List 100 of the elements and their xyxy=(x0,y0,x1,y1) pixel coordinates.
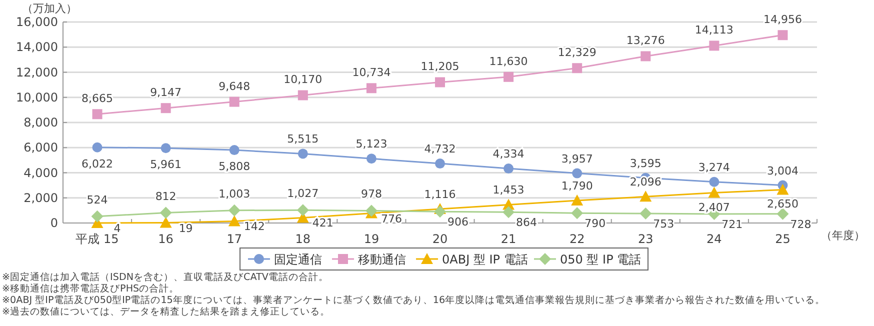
y-axis-title: （万加入） xyxy=(22,2,77,15)
point xyxy=(572,168,582,178)
point xyxy=(776,184,789,195)
data-label: 421 xyxy=(312,216,334,230)
text: ※0ABJ 型IP電話及び050型IP電話の15年度については、事業者アンケートに基づく数値であり、16年度以降は電気通信事業報告規則に基づき事業者から報告された数値を用いている。 xyxy=(2,294,826,306)
data-label: 2,650 xyxy=(766,198,798,211)
point xyxy=(572,63,582,74)
point xyxy=(435,77,445,88)
point xyxy=(571,194,584,206)
data-label: 524 xyxy=(86,193,108,206)
data-label: 5,123 xyxy=(356,138,388,151)
data-label: 6,022 xyxy=(82,157,114,170)
y-tick-label: 14,000 xyxy=(16,40,58,54)
point xyxy=(709,40,720,51)
x-tick-label: 平成 15 xyxy=(76,232,119,246)
point xyxy=(160,143,171,154)
data-label: 10,734 xyxy=(352,66,391,80)
x-tick-label: 20 xyxy=(432,232,448,246)
point xyxy=(435,158,445,169)
point xyxy=(229,145,240,156)
y-tick-label: 2,000 xyxy=(24,190,58,205)
point xyxy=(640,190,652,202)
data-label: 14,113 xyxy=(694,24,734,37)
point xyxy=(708,186,720,198)
x-tick-label: 22 xyxy=(569,232,585,246)
legend-label: 移動通信 xyxy=(358,252,406,266)
legend-label: 050 型 IP 電話 xyxy=(560,252,642,266)
x-tick-label: 18 xyxy=(295,232,311,246)
data-label: 3,004 xyxy=(766,164,798,178)
data-label: 12,329 xyxy=(558,46,596,60)
point xyxy=(298,90,308,100)
y-tick-label: 16,000 xyxy=(16,15,58,29)
point xyxy=(571,207,584,220)
data-label: 728 xyxy=(790,218,812,231)
x-tick-label: 19 xyxy=(364,232,380,246)
data-label: 11,630 xyxy=(489,54,528,68)
point xyxy=(228,204,240,216)
point xyxy=(366,154,376,164)
legend-label: 0ABJ 型 IP 電話 xyxy=(442,252,528,266)
point xyxy=(91,210,104,222)
x-tick-label: 24 xyxy=(706,232,722,246)
point xyxy=(434,206,446,218)
x-tick-label: 25 xyxy=(775,232,790,246)
legend-label: 固定通信 xyxy=(274,252,322,266)
point xyxy=(92,109,102,120)
data-label: 4,334 xyxy=(492,148,524,161)
data-label: 978 xyxy=(360,188,382,201)
data-label: 5,515 xyxy=(287,132,319,146)
data-label: 1,790 xyxy=(561,180,593,193)
data-label: 9,648 xyxy=(218,80,250,93)
y-tick-label: 10,000 xyxy=(16,90,58,104)
point xyxy=(709,176,720,187)
point xyxy=(502,206,515,218)
data-label: 4,732 xyxy=(424,142,456,156)
point xyxy=(365,204,378,217)
point xyxy=(296,204,309,216)
data-label: 2,407 xyxy=(698,200,730,214)
point xyxy=(366,83,376,94)
x-tick-label: 23 xyxy=(638,232,654,246)
point xyxy=(160,103,171,114)
point xyxy=(778,30,788,40)
x-tick-label: 17 xyxy=(226,232,242,246)
y-tick-label: 6,000 xyxy=(24,140,58,155)
data-label: 14,956 xyxy=(763,13,802,26)
data-label: 142 xyxy=(244,220,265,234)
data-label: 19 xyxy=(178,222,193,235)
y-tick-label: 8,000 xyxy=(24,116,58,130)
data-label: 790 xyxy=(584,217,606,230)
point xyxy=(160,206,172,219)
data-label: 3,595 xyxy=(630,156,662,170)
data-label: 1,027 xyxy=(287,187,319,200)
data-label: 11,205 xyxy=(420,60,460,74)
x-tick-label: 21 xyxy=(500,232,516,246)
data-label: 5,961 xyxy=(150,158,182,172)
x-tick-label: 16 xyxy=(158,232,174,246)
point xyxy=(504,72,514,82)
data-label: 812 xyxy=(155,190,176,203)
point xyxy=(640,208,652,220)
text: ※固定通信は加入電話（ISDNを含む）、直収電話及びCATV電話の合計。 xyxy=(2,271,328,283)
point xyxy=(504,164,514,174)
data-label: 864 xyxy=(516,216,538,230)
point xyxy=(229,96,240,107)
data-label: 10,170 xyxy=(284,73,322,86)
data-label: 4 xyxy=(114,222,121,235)
text: ※過去の数値については、データを精査した結果を踏まえ修正している。 xyxy=(2,306,330,318)
point xyxy=(228,215,240,226)
data-label: 1,003 xyxy=(218,187,250,200)
data-label: 3,274 xyxy=(698,160,730,174)
data-label: 753 xyxy=(653,218,674,231)
data-label: 3,957 xyxy=(561,152,593,166)
point xyxy=(92,142,102,152)
data-label: 8,665 xyxy=(82,92,114,106)
data-label: 776 xyxy=(380,212,402,226)
y-tick-label: 4,000 xyxy=(24,166,58,180)
data-label: 5,808 xyxy=(218,160,250,174)
data-label: 1,116 xyxy=(424,188,456,201)
text: ※移動通信は携帯電話及びPHSの合計。 xyxy=(2,282,180,294)
data-label: 1,453 xyxy=(492,184,524,197)
data-label: 13,276 xyxy=(626,34,665,48)
point xyxy=(160,216,172,228)
